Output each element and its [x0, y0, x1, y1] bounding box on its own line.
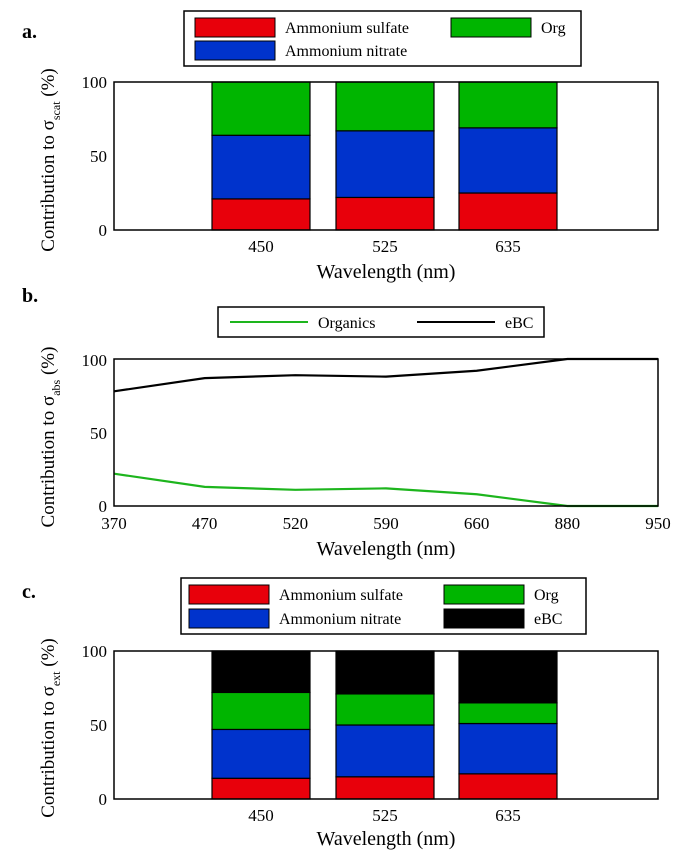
bar-c-ammonium-sulfate-635: [458, 773, 558, 800]
panel-a-label: a.: [22, 21, 37, 43]
panel-a: a. Ammonium sulfate Org Ammonium nitrate…: [22, 10, 659, 283]
panel-c-xtick-525: 525: [372, 806, 398, 825]
panel-a-legend: Ammonium sulfate Org Ammonium nitrate: [183, 10, 582, 67]
panel-b-xticks: 370 470 520 590 660 880 950: [101, 514, 671, 533]
panel-b-xtick-950: 950: [645, 514, 671, 533]
bar-a-ammonium-nitrate-450: [211, 134, 311, 200]
bar-c-ammonium-sulfate-525: [335, 776, 435, 800]
line-b-organics: [113, 472, 658, 508]
panel-a-ytick-0: 0: [99, 221, 108, 240]
panel-c-axes-frame: [113, 650, 659, 800]
bar-c-ebc-635: [458, 650, 558, 704]
bar-c-ammonium-nitrate-635: [458, 722, 558, 775]
panel-b-xtick-520: 520: [283, 514, 309, 533]
legend-a-swatch-org: [450, 17, 532, 38]
bar-a-ammonium-sulfate-635: [458, 192, 558, 231]
bar-c-ebc-450: [211, 650, 311, 694]
bar-a-ammonium-sulfate-525: [335, 196, 435, 231]
panel-a-xtick-635: 635: [495, 237, 521, 256]
panel-b-ylabel: Contribution to σabs (%): [38, 347, 63, 528]
panel-b-axes-frame: [113, 358, 659, 507]
legend-b-label-organics: Organics: [318, 315, 375, 332]
panel-c-xtick-450: 450: [248, 806, 274, 825]
bar-c-ammonium-nitrate-450: [211, 728, 311, 779]
panel-a-xtick-450: 450: [248, 237, 274, 256]
line-b-ebc: [113, 357, 658, 393]
bar-c-org-635: [458, 702, 558, 725]
panel-b-xlabel: Wavelength (nm): [317, 538, 456, 560]
panel-c-label: c.: [22, 581, 36, 603]
panel-c-bars: [211, 650, 558, 800]
bar-a-ammonium-sulfate-450: [211, 198, 311, 231]
panel-c-xtick-635: 635: [495, 806, 521, 825]
bar-a-org-635: [458, 81, 558, 129]
panel-b: b. Organics eBC 0 50 100 370 470 520 590 660…: [22, 285, 671, 560]
bar-c-ebc-525: [335, 650, 435, 695]
bar-c-ammonium-nitrate-525: [335, 724, 435, 778]
panel-a-ytick-100: 100: [82, 73, 108, 92]
panel-b-xtick-470: 470: [192, 514, 218, 533]
panel-b-lines: [113, 357, 658, 508]
bar-c-org-525: [335, 693, 435, 726]
panel-a-ytick-50: 50: [90, 147, 107, 166]
panel-b-xtick-660: 660: [464, 514, 490, 533]
bar-c-ammonium-sulfate-450: [211, 777, 311, 800]
legend-c-label-sulfate: Ammonium sulfate: [279, 587, 403, 604]
panel-b-xtick-590: 590: [373, 514, 399, 533]
panel-a-xlabel: Wavelength (nm): [317, 261, 456, 283]
legend-a-label-nitrate: Ammonium nitrate: [285, 43, 407, 60]
panel-b-ytick-0: 0: [99, 497, 108, 516]
legend-c-swatch-ebc: [443, 608, 525, 629]
panel-b-ytick-50: 50: [90, 424, 107, 443]
panel-a-bars: [211, 81, 558, 231]
panel-c-ylabel: Contribution to σext (%): [38, 638, 63, 818]
bar-a-ammonium-nitrate-525: [335, 130, 435, 199]
panel-b-label: b.: [22, 285, 38, 307]
panel-b-xtick-880: 880: [555, 514, 581, 533]
panel-c-ytick-100: 100: [82, 642, 108, 661]
bar-c-org-450: [211, 691, 311, 731]
panel-c-ytick-0: 0: [99, 790, 108, 809]
legend-c-swatch-sulfate: [188, 584, 270, 605]
panel-b-xtick-370: 370: [101, 514, 127, 533]
legend-a-swatch-sulfate: [194, 17, 276, 38]
panel-c-xlabel: Wavelength (nm): [317, 828, 456, 850]
legend-a-label-sulfate: Ammonium sulfate: [285, 20, 409, 37]
panel-b-legend: Organics eBC: [217, 306, 545, 338]
legend-c-label-nitrate: Ammonium nitrate: [279, 611, 401, 628]
panel-a-axes-frame: [113, 81, 659, 231]
legend-a-label-org: Org: [541, 20, 566, 37]
panel-a-ylabel: Contribution to σscat (%): [38, 68, 63, 252]
bar-a-org-450: [211, 81, 311, 136]
panel-c: c. Ammonium sulfate Org Ammonium nitrate…: [22, 577, 659, 850]
legend-c-label-ebc: eBC: [534, 611, 562, 628]
panel-c-ytick-50: 50: [90, 716, 107, 735]
legend-c-label-org: Org: [534, 587, 559, 604]
bar-a-ammonium-nitrate-635: [458, 127, 558, 194]
legend-c-swatch-org: [443, 584, 525, 605]
legend-b-label-ebc: eBC: [505, 315, 533, 332]
legend-a-swatch-nitrate: [194, 40, 276, 61]
panel-b-ytick-100: 100: [82, 351, 108, 370]
bar-a-org-525: [335, 81, 435, 132]
panel-a-xtick-525: 525: [372, 237, 398, 256]
legend-c-swatch-nitrate: [188, 608, 270, 629]
panel-c-legend: Ammonium sulfate Org Ammonium nitrate eB…: [180, 577, 587, 635]
